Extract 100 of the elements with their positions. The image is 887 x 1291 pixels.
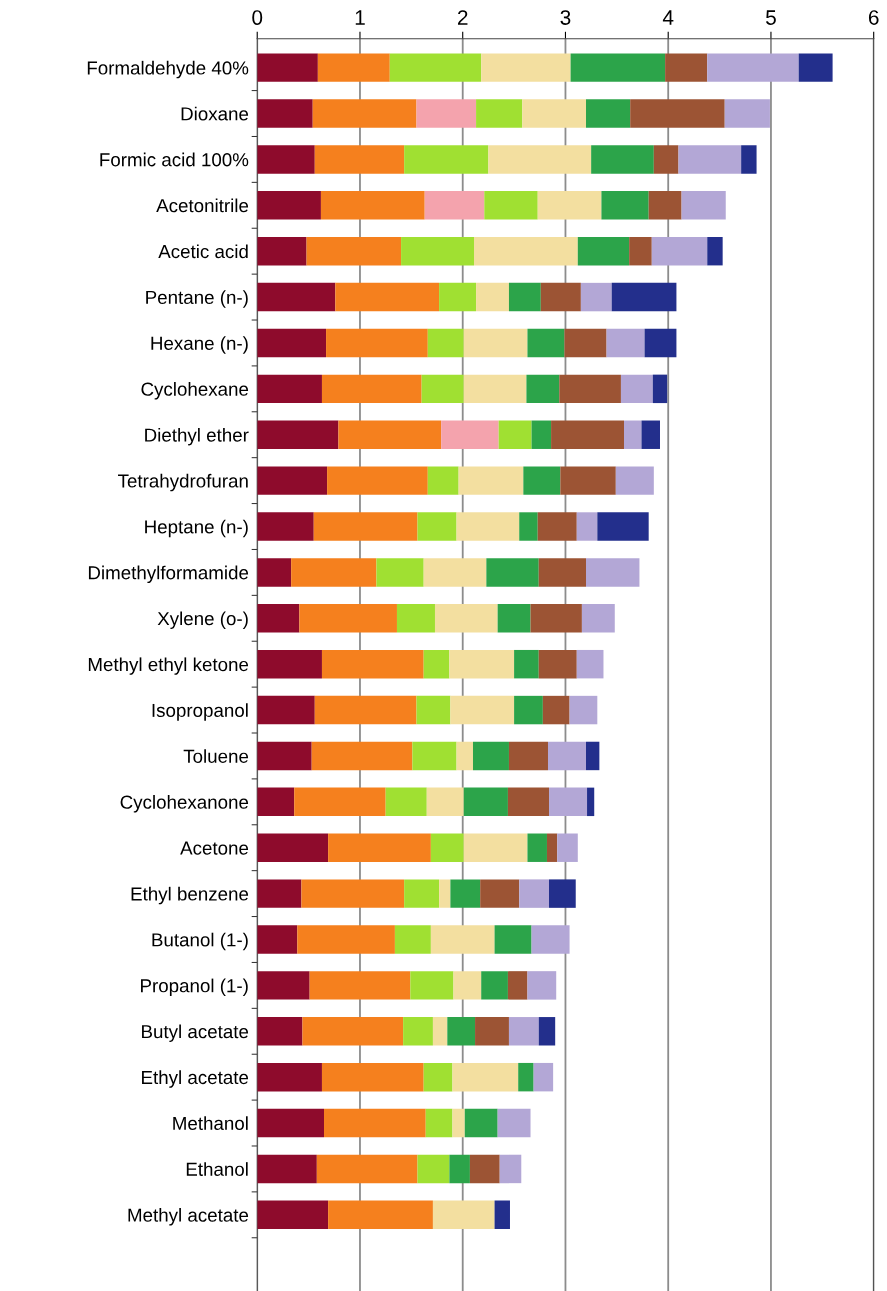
y-tick-label: Cyclohexane: [141, 382, 249, 400]
bar: [311, 741, 413, 771]
bar: [257, 649, 322, 679]
bar: [540, 282, 581, 312]
bar: [427, 466, 459, 495]
bar: [423, 1062, 453, 1092]
bar: [494, 1200, 510, 1230]
bar: [376, 558, 424, 587]
bar: [519, 879, 550, 908]
bar: [412, 741, 457, 771]
bar: [463, 374, 527, 404]
bar: [508, 741, 548, 771]
bar: [441, 420, 499, 449]
bar: [423, 558, 487, 587]
bar: [707, 236, 723, 266]
bar: [326, 328, 428, 358]
bar: [549, 787, 588, 817]
bar: [569, 695, 598, 725]
bar: [707, 53, 799, 82]
bar: [426, 787, 464, 817]
bar: [321, 1062, 424, 1092]
y-tick-label: Xylene (o-): [157, 611, 248, 629]
bar: [314, 695, 417, 725]
bar: [257, 741, 312, 771]
bar: [648, 191, 682, 220]
bar: [570, 53, 666, 82]
bar: [439, 282, 477, 312]
y-tick-label: Formic acid 100%: [100, 152, 249, 167]
y-tick-label: Toluene: [183, 749, 249, 763]
bar: [601, 191, 649, 220]
y-tick-label: Acetone: [180, 841, 249, 855]
bar: [257, 1154, 317, 1184]
bar: [453, 971, 482, 1000]
bar: [335, 282, 440, 312]
bar: [615, 466, 654, 495]
y-tick-label: Diethyl ether: [145, 427, 249, 446]
bar: [463, 833, 528, 862]
y-tick-label: Acetic acid: [158, 244, 248, 259]
bar: [410, 971, 454, 1000]
bar: [316, 1154, 418, 1184]
bar: [580, 282, 612, 312]
y-tick-label: Methanol: [173, 1116, 248, 1131]
bar: [741, 145, 757, 174]
x-tick-label: 5: [765, 10, 776, 25]
y-tick-label: Ethanol: [186, 1162, 248, 1176]
bar: [430, 925, 495, 954]
bar: [439, 879, 451, 908]
bar: [497, 1108, 531, 1138]
bar: [314, 145, 405, 174]
bar: [401, 236, 475, 266]
bar: [306, 236, 402, 266]
bar: [257, 99, 313, 128]
bar: [257, 1017, 303, 1046]
bar: [538, 1017, 556, 1046]
y-tick-label: Propanol (1-): [141, 978, 248, 997]
bar: [327, 466, 428, 495]
y-tick-label: Hexane (n-): [151, 336, 248, 354]
y-tick-label: Butanol (1-): [152, 932, 248, 951]
bar: [257, 879, 302, 908]
bar: [537, 191, 602, 220]
y-tick-label: Dioxane: [181, 106, 249, 121]
bar: [507, 971, 528, 1000]
bar: [548, 741, 587, 771]
bar: [523, 466, 561, 495]
bar: [389, 53, 482, 82]
bar: [257, 971, 310, 1000]
bar: [257, 833, 329, 862]
bar: [257, 604, 300, 633]
bar: [542, 695, 570, 725]
bar: [538, 558, 587, 587]
bar: [432, 1017, 448, 1046]
bar: [257, 191, 321, 220]
bar: [576, 649, 604, 679]
bar: [458, 466, 524, 495]
bar: [257, 53, 318, 82]
bar: [508, 1017, 539, 1046]
bar: [321, 374, 422, 404]
y-tick-label: Methyl acetate: [128, 1208, 249, 1226]
bar: [424, 191, 485, 220]
bar: [497, 604, 531, 633]
bar: [591, 145, 654, 174]
bar: [456, 741, 473, 771]
bar: [257, 282, 336, 312]
bar: [257, 236, 307, 266]
bar: [653, 145, 679, 174]
y-tick-label: Pentane (n-): [146, 290, 248, 308]
bar: [302, 1017, 404, 1046]
bar: [417, 1154, 450, 1184]
bar: [537, 512, 577, 541]
bar: [328, 1200, 433, 1230]
bar: [533, 1062, 554, 1092]
bar: [641, 420, 660, 449]
bar: [317, 53, 390, 82]
bar: [557, 833, 578, 862]
bar: [291, 558, 377, 587]
bar: [499, 1154, 522, 1184]
bar: [403, 1017, 433, 1046]
bar: [522, 99, 587, 128]
bar: [450, 695, 515, 725]
bar: [531, 420, 552, 449]
